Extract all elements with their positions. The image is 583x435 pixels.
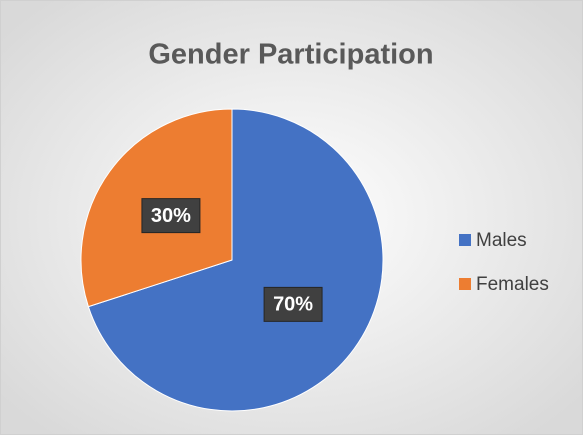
data-label: 70% [273, 294, 313, 316]
pie-slice [87, 108, 384, 412]
legend-label: Females [476, 274, 549, 295]
legend-swatch [459, 278, 471, 290]
data-label-box [263, 286, 323, 322]
data-label: 30% [151, 205, 191, 227]
data-label-box [141, 198, 201, 234]
legend-label: Males [476, 230, 527, 251]
legend-swatch [459, 234, 471, 246]
chart-title: Gender Participation [148, 39, 433, 71]
